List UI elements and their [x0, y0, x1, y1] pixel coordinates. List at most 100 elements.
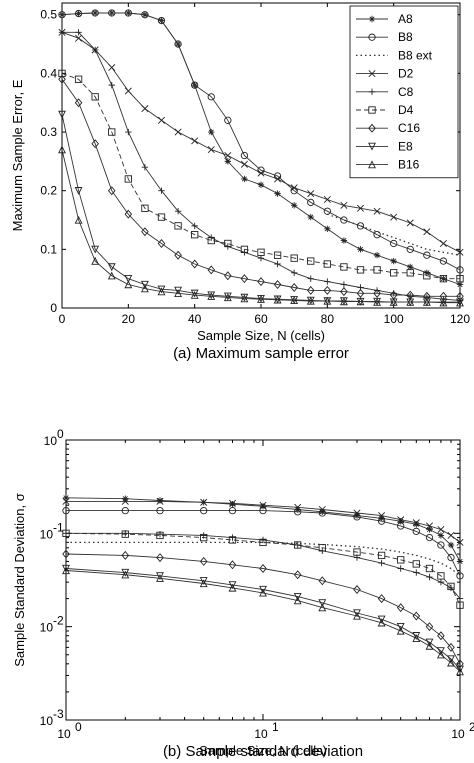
- data-point-b8: [439, 257, 448, 265]
- y-tick-label-exponent: -1: [53, 520, 64, 534]
- data-point-c16: [273, 280, 282, 290]
- data-point-d4: [108, 128, 116, 136]
- data-point-a8: [373, 252, 381, 259]
- data-point-c8: [257, 254, 265, 262]
- data-point-d2: [240, 160, 248, 168]
- data-point-a8: [290, 202, 298, 209]
- data-point-d4: [447, 582, 455, 591]
- data-point-b16: [228, 583, 237, 592]
- data-point-c8: [340, 281, 348, 288]
- data-point-d4: [259, 538, 267, 547]
- data-point-a8: [437, 532, 445, 539]
- series-line-c16: [65, 553, 461, 665]
- data-point-e8: [436, 647, 445, 656]
- y-tick-label-base: 10: [40, 527, 54, 541]
- data-point-d2: [423, 228, 431, 236]
- data-point-d4: [340, 263, 348, 271]
- chart-a-svg: 0 20 40 60 80 100 120 0 0.1 0.2 0.3 0.4 0.5 Sample Si…: [10, 2, 470, 362]
- data-point-d4: [353, 548, 361, 556]
- series-c8: [62, 530, 464, 602]
- data-point-c16: [423, 291, 431, 301]
- data-point-d4: [228, 536, 237, 544]
- data-point-b8: [447, 553, 455, 562]
- data-point-c16: [224, 271, 232, 281]
- data-point-a8: [259, 503, 267, 510]
- y-tick-label: 0.5: [40, 8, 57, 22]
- data-point-c16: [228, 560, 237, 570]
- data-point-c16: [323, 285, 332, 295]
- legend-entry-b16: B16: [356, 158, 420, 172]
- x-tick-label-base: 10: [451, 727, 465, 741]
- data-point-b8: [207, 93, 215, 101]
- data-point-b8: [124, 9, 132, 17]
- data-point-d4: [307, 257, 315, 265]
- data-point-d4: [456, 275, 464, 283]
- data-point-b16: [62, 566, 70, 575]
- data-point-b8: [191, 81, 199, 89]
- data-point-b8: [307, 198, 315, 207]
- x-tick-label: 0: [59, 312, 66, 326]
- series-b8-ext: [327, 213, 461, 256]
- legend-entry-c8: C8: [356, 85, 414, 99]
- data-point-d4: [412, 560, 420, 568]
- data-point-c16: [257, 277, 265, 287]
- data-point-d2: [274, 175, 282, 183]
- data-point-c16: [259, 563, 267, 573]
- y-tick-label-base: 10: [40, 621, 54, 635]
- data-point-c16: [157, 238, 166, 248]
- chart-panel-sample-standard-deviation: 10 0 10 1 10 2 10 0 10 -1 10 -2 10 -3 Sample Size, N (…: [0, 380, 474, 763]
- data-point-d2: [290, 184, 298, 192]
- data-point-b16: [174, 289, 183, 297]
- data-point-c16: [447, 642, 455, 652]
- data-point-a8: [397, 517, 404, 525]
- data-point-d2: [323, 195, 331, 204]
- x-axis-label: Sample Size, N (cells): [199, 743, 327, 758]
- series-line-d4: [65, 532, 461, 606]
- data-point-c8: [373, 287, 381, 294]
- data-point-c16: [412, 611, 421, 621]
- data-point-d2: [456, 248, 464, 256]
- data-point-b16: [107, 271, 116, 280]
- y-tick-label: 0.1: [40, 242, 57, 256]
- data-point-d4: [356, 266, 365, 274]
- data-point-d2: [259, 501, 267, 509]
- data-point-e8: [353, 609, 361, 618]
- data-point-d4: [406, 269, 414, 277]
- data-point-b8: [425, 533, 434, 542]
- x-tick-label-exponent: 2: [469, 720, 474, 734]
- data-point-c16: [107, 186, 116, 196]
- data-point-b8: [240, 151, 249, 160]
- data-point-d4: [124, 175, 132, 183]
- data-point-c16: [318, 576, 327, 586]
- data-point-d2: [191, 137, 199, 145]
- y-tick-label: 0.4: [40, 66, 57, 80]
- y-tick-label-exponent: -3: [53, 707, 64, 721]
- data-point-c16: [124, 209, 133, 219]
- data-point-c8: [91, 46, 99, 54]
- legend-marker-d2: [368, 70, 376, 78]
- data-point-c16: [353, 585, 361, 595]
- data-point-c8: [125, 128, 132, 136]
- data-point-c8: [437, 578, 445, 586]
- data-point-a8: [413, 521, 420, 528]
- series-line-b8-ext: [327, 213, 461, 256]
- data-point-b8: [423, 251, 431, 259]
- data-point-c8: [397, 565, 404, 572]
- data-point-c16: [174, 250, 182, 260]
- legend-label-e8: E8: [398, 139, 413, 153]
- data-point-c16: [121, 550, 130, 560]
- data-point-d2: [456, 538, 464, 546]
- data-point-d4: [373, 266, 381, 274]
- data-point-b8: [156, 506, 164, 515]
- data-point-c8: [259, 536, 267, 544]
- data-point-e8: [207, 291, 216, 300]
- data-point-e8: [174, 286, 183, 295]
- data-point-b16: [422, 297, 431, 306]
- data-point-b8: [390, 239, 398, 248]
- data-point-e8: [157, 285, 166, 294]
- data-point-a8: [407, 263, 414, 271]
- data-point-a8: [324, 225, 331, 233]
- data-point-d2: [406, 219, 414, 227]
- axis-ticks: 0 20 40 60 80 100 120 0 0.1 0.2 0.3 0.4 0.5: [40, 3, 470, 326]
- x-tick-label: 100: [384, 312, 404, 326]
